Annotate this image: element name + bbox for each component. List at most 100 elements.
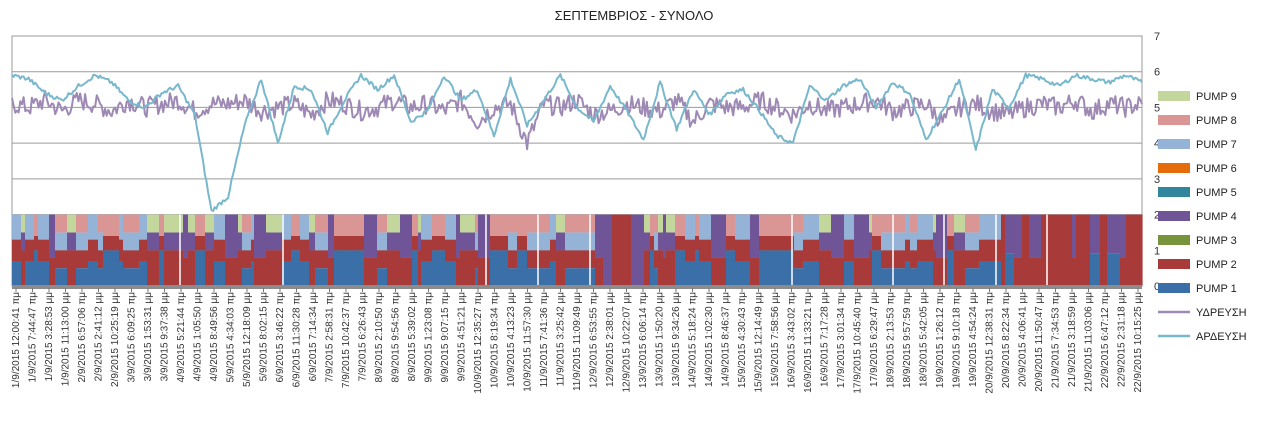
x-tick-label: 1/9/2015 7:44:47 πμ (28, 292, 39, 383)
area-segment-pump-8 (315, 214, 329, 233)
area-segment-pump-1 (377, 268, 388, 286)
area-segment-pump-2 (387, 250, 395, 286)
area-segment-pump-2 (579, 250, 585, 269)
area-segment-pump-2 (556, 250, 560, 286)
area-segment-pump-1 (735, 261, 751, 286)
area-segment-pump-7 (986, 214, 1002, 240)
x-tick-label: 6/9/2015 11:30:28 πμ (292, 292, 303, 388)
area-segment-pump-2 (460, 250, 476, 286)
area-segment-pump-1 (103, 250, 120, 286)
area-segment-pump-2 (98, 250, 104, 269)
area-segment-pump-9 (460, 214, 476, 233)
area-segment-pump-2 (478, 257, 491, 286)
area-segment-pump-4 (936, 214, 942, 258)
area-segment-pump-2 (527, 250, 542, 269)
area-segment-pump-2 (735, 239, 751, 261)
y-tick-label: 3 (1154, 174, 1160, 186)
area-segment-pump-7 (541, 232, 551, 251)
area-segment-pump-9 (173, 214, 184, 233)
area-segment-pump-2 (685, 239, 696, 261)
area-segment-pump-8 (334, 214, 350, 236)
area-segment-pump-7 (315, 232, 329, 251)
area-segment-pump-4 (663, 214, 667, 258)
y-tick-label: 6 (1154, 67, 1160, 79)
area-segment-pump-9 (238, 214, 243, 233)
area-segment-pump-2 (1014, 257, 1023, 286)
area-segment-pump-1 (214, 261, 226, 286)
area-segment-pump-7 (55, 232, 68, 251)
area-segment-pump-7 (550, 214, 557, 240)
x-tick-label: 18/9/2015 2:13:53 πμ (886, 292, 897, 388)
area-segment-pump-2 (595, 257, 604, 286)
area-segment-pump-1 (98, 268, 104, 286)
area-segment-pump-7 (377, 232, 388, 251)
legend-swatch-pump-8 (1158, 115, 1190, 125)
x-tick-label: 8/9/2015 5:39:02 μμ (407, 292, 418, 382)
area-segment-pump-7 (139, 214, 148, 240)
area-segment-pump-2 (12, 239, 22, 261)
area-segment-pump-2 (654, 250, 659, 269)
area-segment-pump-1 (517, 250, 528, 286)
area-segment-pump-2 (349, 236, 365, 251)
area-segment-pump-1 (139, 261, 148, 286)
area-segment-pump-4 (188, 232, 196, 251)
area-segment-pump-8 (291, 214, 301, 236)
area-segment-pump-2 (364, 257, 378, 286)
area-segment-pump-2 (159, 236, 165, 251)
area-segment-pump-7 (88, 214, 99, 240)
x-tick-label: 1/9/2015 12:00:41 πμ (11, 292, 22, 388)
area-segment-pump-1 (905, 261, 911, 286)
area-segment-pump-1 (282, 261, 292, 286)
area-segment-pump-2 (188, 250, 196, 286)
area-segment-pump-2 (893, 250, 906, 269)
x-tick-label: 20/9/2015 11:50:47 μμ (1034, 292, 1045, 392)
area-segment-pump-1 (55, 268, 68, 286)
area-segment-pump-4 (954, 232, 966, 251)
area-segment-pump-9 (666, 214, 676, 233)
x-tick-label: 7/9/2015 2:58:31 πμ (325, 292, 336, 383)
area-segment-pump-2 (954, 250, 966, 286)
area-segment-pump-8 (893, 214, 906, 233)
area-segment-pump-2 (328, 257, 335, 286)
x-tick-label: 9/9/2015 1:23:08 πμ (424, 292, 435, 383)
area-segment-pump-8 (98, 214, 104, 233)
x-tick-label: 3/9/2015 9:37:38 μμ (160, 292, 171, 382)
y-tick-label: 2 (1154, 210, 1160, 222)
area-segment-pump-8 (436, 214, 446, 236)
area-segment-pump-2 (831, 257, 845, 286)
area-segment-pump-4 (933, 232, 937, 251)
area-segment-pump-2 (445, 239, 457, 261)
x-tick-label: 13/9/2015 1:50:20 μμ (655, 292, 666, 387)
area-segment-pump-7 (251, 214, 255, 240)
area-segment-pump-2 (933, 250, 937, 286)
area-segment-pump-2 (986, 239, 1002, 261)
area-segment-pump-8 (412, 214, 419, 236)
area-segment-pump-2 (773, 236, 784, 251)
area-segment-pump-2 (490, 236, 503, 251)
x-tick-label: 14/9/2015 5:18:24 πμ (688, 292, 699, 388)
area-segment-pump-8 (502, 214, 509, 236)
legend-swatch-pump-6 (1158, 163, 1190, 173)
x-tick-label: 15/9/2015 12:14:49 μμ (754, 292, 765, 393)
area-segment-pump-7 (699, 214, 712, 240)
area-segment-pump-1 (34, 250, 39, 286)
area-segment-pump-4 (183, 214, 189, 258)
area-segment-pump-7 (508, 232, 514, 251)
area-segment-pump-8 (527, 214, 542, 233)
area-segment-pump-1 (844, 261, 855, 286)
x-tick-label: 21/9/2015 11:03:06 μμ (1084, 292, 1095, 392)
area-segment-pump-7 (685, 214, 696, 240)
area-segment-pump-2 (565, 250, 580, 269)
area-segment-pump-2 (49, 257, 56, 286)
area-segment-pump-1 (475, 268, 479, 286)
area-segment-pump-8 (513, 214, 518, 233)
area-segment-pump-2 (103, 236, 120, 251)
area-segment-pump-2 (67, 250, 77, 286)
area-segment-pump-7 (893, 232, 906, 251)
area-segment-pump-9 (644, 214, 651, 233)
area-segment-pump-4 (1090, 214, 1101, 254)
area-segment-pump-2 (1120, 257, 1127, 286)
y-tick-label: 5 (1154, 102, 1160, 114)
area-segment-pump-2 (675, 236, 686, 251)
area-segment-pump-2 (1041, 214, 1057, 286)
